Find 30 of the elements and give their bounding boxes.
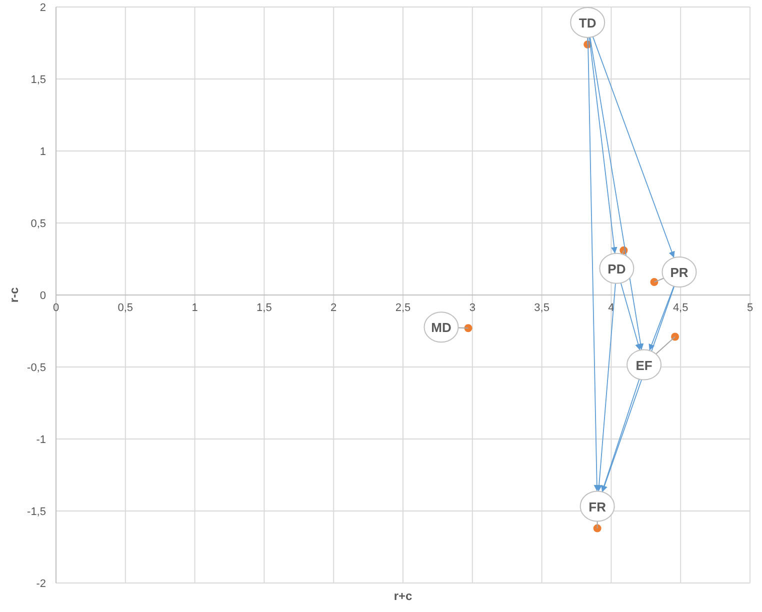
y-tick-label: -1 <box>36 434 46 446</box>
y-tick-label: -2 <box>36 578 46 590</box>
y-tick-label: 0 <box>40 290 46 302</box>
annotation: MD <box>431 320 452 336</box>
y-axis-title: r-c <box>7 287 21 303</box>
x-tick-label: 2 <box>330 302 337 314</box>
y-tick-label: 1 <box>40 146 46 158</box>
annotation: PR <box>670 265 689 280</box>
x-tick-label: 0,5 <box>118 302 134 314</box>
x-tick-label: 2,5 <box>395 302 411 314</box>
point <box>650 278 658 286</box>
y-tick-label: 0,5 <box>30 218 46 230</box>
point <box>671 332 680 341</box>
x-tick-label: 4,5 <box>672 302 688 314</box>
annotation: TD <box>578 15 596 30</box>
annotation: PD <box>608 261 626 276</box>
y-tick-label: 1,5 <box>30 74 46 86</box>
x-tick-label: 3 <box>469 302 476 314</box>
x-tick-label: 5 <box>746 302 754 314</box>
x-tick-label: 3,5 <box>534 302 550 314</box>
x-tick-label: 1 <box>192 302 198 314</box>
x-axis-title: r+c <box>394 589 412 603</box>
x-tick-label: 1,5 <box>256 302 272 314</box>
y-tick-label: -1,5 <box>27 506 46 518</box>
y-tick-label: 2 <box>40 2 46 14</box>
point <box>464 324 472 332</box>
annotation: EF <box>636 358 652 373</box>
annotation: FR <box>588 499 607 514</box>
x-tick-label: 0 <box>52 302 60 314</box>
y-tick-label: -0,5 <box>27 362 46 374</box>
